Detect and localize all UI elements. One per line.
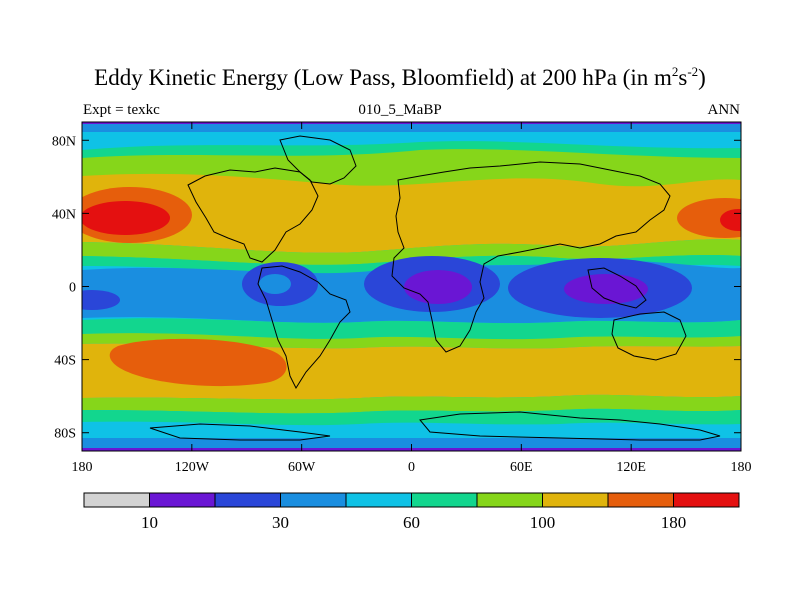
colorbar-swatch (476, 492, 543, 508)
colorbar-swatch (83, 492, 150, 508)
colorbar-swatch (280, 492, 347, 508)
lat-tick-label: 80N (52, 134, 76, 149)
lon-tick-label: 180 (731, 460, 752, 475)
lon-tick-label: 60W (288, 460, 316, 475)
axis-ticks: 80N 40N 0 40S 80S 180 120W 60W 0 60E 120E 180 (52, 122, 752, 475)
lat-tick-label: 0 (69, 281, 76, 296)
lat-tick-label: 80S (54, 427, 76, 442)
colorbar-label: 60 (403, 513, 420, 532)
experiment-label: Expt = texkc (83, 102, 160, 118)
coastlines (149, 135, 721, 441)
colorbar-swatch (542, 492, 609, 508)
lon-tick-label: 0 (408, 460, 415, 475)
contour-field (82, 122, 741, 451)
lon-tick-label: 180 (72, 460, 93, 475)
colorbar-swatch (607, 492, 674, 508)
case-label: 010_5_MaBP (358, 102, 442, 118)
chart-title: Eddy Kinetic Energy (Low Pass, Bloomfiel… (94, 64, 706, 90)
colorbar-label: 30 (272, 513, 289, 532)
colorbar-label: 180 (661, 513, 687, 532)
colorbar: 10 30 60 100 180 (83, 492, 740, 532)
colorbar-label: 100 (530, 513, 556, 532)
colorbar-swatch (411, 492, 478, 508)
lon-tick-label: 120W (175, 460, 210, 475)
lat-tick-label: 40S (54, 354, 76, 369)
colorbar-swatch (345, 492, 412, 508)
colorbar-swatch (673, 492, 740, 508)
lon-tick-label: 120E (616, 460, 646, 475)
colorbar-label: 10 (141, 513, 158, 532)
colorbar-swatch (149, 492, 216, 508)
lat-tick-label: 40N (52, 207, 76, 222)
season-label: ANN (707, 102, 741, 118)
colorbar-swatch (214, 492, 281, 508)
lon-tick-label: 60E (510, 460, 533, 475)
